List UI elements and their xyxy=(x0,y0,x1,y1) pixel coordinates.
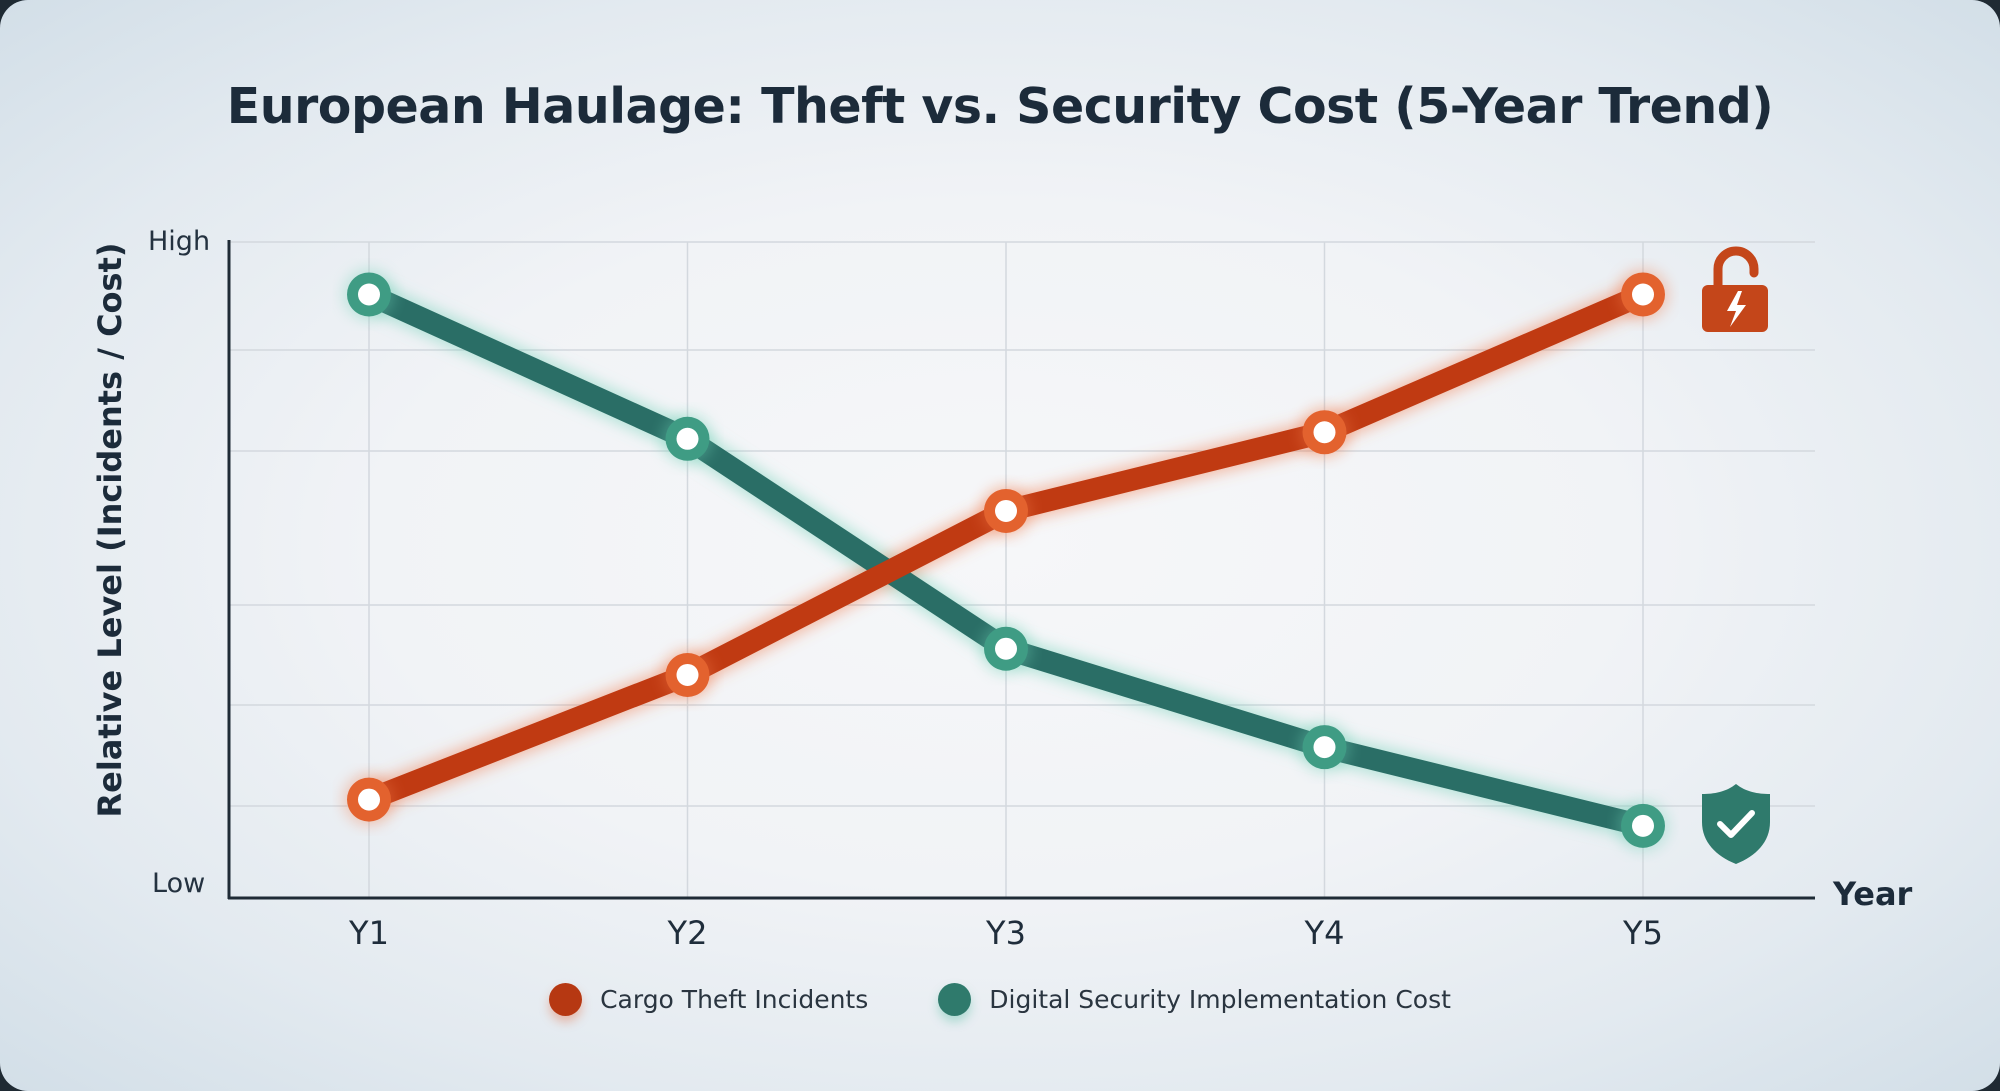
legend-label-theft: Cargo Theft Incidents xyxy=(600,985,869,1014)
legend-item-theft[interactable]: Cargo Theft Incidents xyxy=(549,983,868,1016)
security-point-y1[interactable] xyxy=(343,268,395,321)
legend-item-security[interactable]: Digital Security Implementation Cost xyxy=(938,983,1451,1016)
chart-title: European Haulage: Theft vs. Security Cos… xyxy=(226,78,1774,135)
x-tick-y4: Y4 xyxy=(1304,914,1345,952)
security-point-y3[interactable] xyxy=(980,622,1032,675)
y-tick-low: Low xyxy=(152,868,206,899)
legend-swatch-theft-icon xyxy=(549,983,583,1016)
theft-point-y1[interactable] xyxy=(343,773,395,826)
x-tick-y3: Y3 xyxy=(986,914,1026,952)
shield-check-icon xyxy=(1702,784,1770,864)
series-markers xyxy=(343,268,1669,852)
y-tick-high: High xyxy=(148,226,211,257)
theft-point-y5[interactable] xyxy=(1617,268,1669,321)
x-tick-y1: Y1 xyxy=(349,914,389,952)
x-axis-label: Year xyxy=(1833,875,1913,913)
legend-label-security: Digital Security Implementation Cost xyxy=(989,985,1451,1014)
theft-point-y4[interactable] xyxy=(1298,406,1351,459)
security-point-y2[interactable] xyxy=(661,412,714,465)
x-tick-y5: Y5 xyxy=(1623,914,1663,952)
legend-swatch-security-icon xyxy=(938,983,972,1016)
x-tick-y2: Y2 xyxy=(667,914,708,952)
legend: Cargo Theft Incidents Digital Security I… xyxy=(0,983,2000,1016)
security-point-y5[interactable] xyxy=(1617,799,1669,852)
broken-padlock-icon xyxy=(1702,246,1768,332)
theft-point-y2[interactable] xyxy=(661,648,714,701)
theft-point-y3[interactable] xyxy=(980,484,1032,537)
security-point-y4[interactable] xyxy=(1298,721,1351,774)
